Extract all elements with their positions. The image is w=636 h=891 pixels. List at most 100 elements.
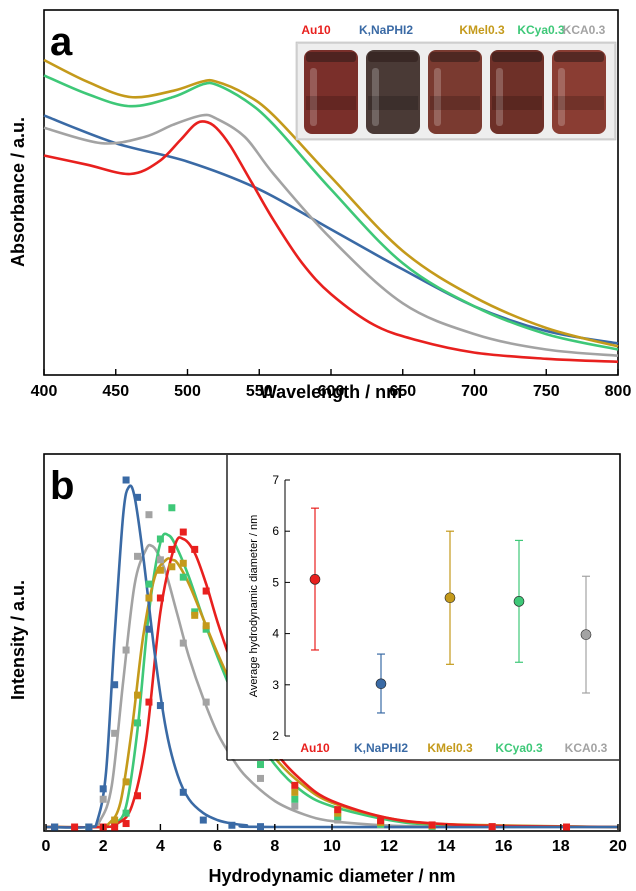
data-point-kmel0-3-6 bbox=[145, 594, 153, 602]
fit-curve-kmel0-3 bbox=[45, 557, 619, 829]
vial-cap-3 bbox=[430, 52, 480, 62]
b-x-tick-label-14: 14 bbox=[438, 838, 456, 855]
inset-y-tick-label-2: 2 bbox=[272, 729, 279, 743]
data-point-k-naphi2-4 bbox=[122, 476, 130, 484]
b-x-tick-label-4: 4 bbox=[156, 838, 165, 855]
data-point-k-naphi2-11 bbox=[257, 823, 264, 831]
panel-b-y-axis-label: Intensity / a.u. bbox=[8, 580, 28, 700]
data-point-kca0-3-12 bbox=[291, 802, 299, 810]
data-point-kca0-3-5 bbox=[134, 552, 142, 560]
panel-b-curves bbox=[45, 476, 619, 831]
data-point-kca0-3-3 bbox=[111, 729, 119, 737]
fit-curve-k-naphi2 bbox=[45, 484, 619, 829]
x-tick-label-700: 700 bbox=[461, 383, 488, 400]
panel-a-curves bbox=[43, 58, 619, 364]
data-point-au10-3 bbox=[111, 823, 119, 831]
vial-highlight-5 bbox=[558, 68, 565, 126]
data-point-kcya0-3-6 bbox=[145, 580, 153, 588]
mean-point-kcya0-3 bbox=[513, 596, 525, 607]
data-point-au10-15 bbox=[334, 806, 342, 814]
b-x-tick-label-8: 8 bbox=[270, 838, 279, 855]
panel-a-x-ticks: 400 450 500 550 600 650 700 750 800 bbox=[31, 369, 631, 400]
absorbance-line-kca0-3 bbox=[43, 113, 619, 357]
data-point-k-naphi2-2 bbox=[99, 785, 107, 793]
data-point-kcya0-3-7 bbox=[156, 535, 164, 543]
inset-category-labels: Au10 K,NaPHI2 KMel0.3 KCya0.3 KCA0.3 bbox=[300, 741, 607, 755]
vial-label-band-4 bbox=[492, 96, 542, 110]
x-tick-label-450: 450 bbox=[102, 383, 129, 400]
vial-cap-2 bbox=[368, 52, 418, 62]
panel-b-label: b bbox=[50, 464, 74, 508]
data-point-au10-18 bbox=[488, 823, 496, 831]
data-point-kca0-3-9 bbox=[202, 698, 210, 706]
vial-highlight-4 bbox=[496, 68, 503, 126]
data-point-kmel0-3-11 bbox=[202, 622, 210, 630]
mean-point-kmel0-3 bbox=[444, 592, 456, 604]
panel-a: 400 450 500 550 600 650 700 750 800 a Wavelength… bbox=[8, 9, 631, 402]
absorbance-line-kmel0-3 bbox=[43, 58, 619, 348]
data-point-kca0-3-11 bbox=[257, 774, 264, 782]
vial-body-5 bbox=[552, 50, 606, 134]
data-point-k-naphi2-8 bbox=[179, 788, 187, 796]
b-x-tick-label-16: 16 bbox=[495, 838, 513, 855]
x-tick-label-400: 400 bbox=[31, 383, 58, 400]
inset-y-tick-label-5: 5 bbox=[272, 575, 279, 589]
inset-background bbox=[227, 455, 619, 759]
absorbance-line-k-naphi2 bbox=[43, 114, 619, 345]
b-x-tick-label-10: 10 bbox=[323, 838, 341, 855]
vial-cap-5 bbox=[554, 52, 604, 62]
legend-entry-kcya0-3: KCya0.3 bbox=[517, 23, 565, 37]
b-x-tick-label-20: 20 bbox=[609, 838, 627, 855]
data-point-au10-14 bbox=[291, 781, 299, 789]
data-point-k-naphi2-3 bbox=[111, 681, 119, 689]
data-point-kca0-3-8 bbox=[179, 639, 187, 647]
data-point-au10-11 bbox=[202, 587, 210, 595]
data-point-kmel0-3-10 bbox=[191, 611, 199, 619]
vial-cap-4 bbox=[492, 52, 542, 62]
data-point-kmel0-3-14 bbox=[291, 788, 299, 796]
inset-category-kmel0-3: KMel0.3 bbox=[427, 741, 473, 755]
inset-chart: 2 3 4 5 6 7 Average hydrodynamic diameter / n… bbox=[226, 455, 619, 761]
data-point-au10-7 bbox=[156, 594, 164, 602]
x-tick-label-650: 650 bbox=[389, 383, 416, 400]
data-point-au10-1 bbox=[71, 823, 79, 831]
panel-a-x-axis-label: Wavelength / nm bbox=[260, 382, 402, 402]
inset-y-tick-label-7: 7 bbox=[272, 473, 279, 487]
data-point-k-naphi2-7 bbox=[156, 702, 164, 710]
vial-body-2 bbox=[366, 50, 420, 134]
data-point-k-naphi2-5 bbox=[134, 493, 142, 501]
data-point-kcya0-3-4 bbox=[122, 809, 130, 817]
vial-body-3 bbox=[428, 50, 482, 134]
data-point-au10-16 bbox=[377, 817, 385, 825]
data-point-k-naphi2-9 bbox=[199, 816, 207, 824]
data-point-k-naphi2-6 bbox=[145, 625, 153, 633]
data-point-kmel0-3-8 bbox=[168, 563, 176, 571]
data-point-au10-9 bbox=[179, 528, 187, 536]
b-x-tick-label-2: 2 bbox=[99, 838, 108, 855]
absorbance-line-au10 bbox=[43, 120, 619, 364]
vial-label-band-3 bbox=[430, 96, 480, 110]
data-point-k-naphi2-0 bbox=[51, 823, 59, 831]
data-point-kcya0-3-14 bbox=[291, 795, 299, 803]
mean-point-au10 bbox=[309, 574, 321, 585]
inset-category-au10: Au10 bbox=[300, 741, 330, 755]
inset-category-kcya0-3: KCya0.3 bbox=[495, 741, 543, 755]
data-point-kmel0-3-3 bbox=[111, 816, 119, 824]
inset-category-kca0-3: KCA0.3 bbox=[565, 741, 608, 755]
data-point-kmel0-3-7 bbox=[156, 566, 164, 574]
b-x-tick-label-12: 12 bbox=[380, 838, 398, 855]
inset-y-tick-label-4: 4 bbox=[272, 627, 279, 641]
inset-points bbox=[309, 507, 592, 714]
legend-entry-k-naphi2: K,NaPHI2 bbox=[359, 23, 413, 37]
vial-label-band-1 bbox=[306, 96, 356, 110]
vial-body-4 bbox=[490, 50, 544, 134]
vial-highlight-3 bbox=[434, 68, 441, 126]
b-x-tick-label-0: 0 bbox=[42, 838, 51, 855]
panel-b-x-axis-label: Hydrodynamic diameter / nm bbox=[208, 866, 455, 886]
data-point-au10-19 bbox=[563, 823, 571, 831]
legend-entry-kmel0-3: KMel0.3 bbox=[459, 23, 505, 37]
data-point-au10-6 bbox=[145, 698, 153, 706]
data-point-kca0-3-6 bbox=[145, 511, 153, 519]
